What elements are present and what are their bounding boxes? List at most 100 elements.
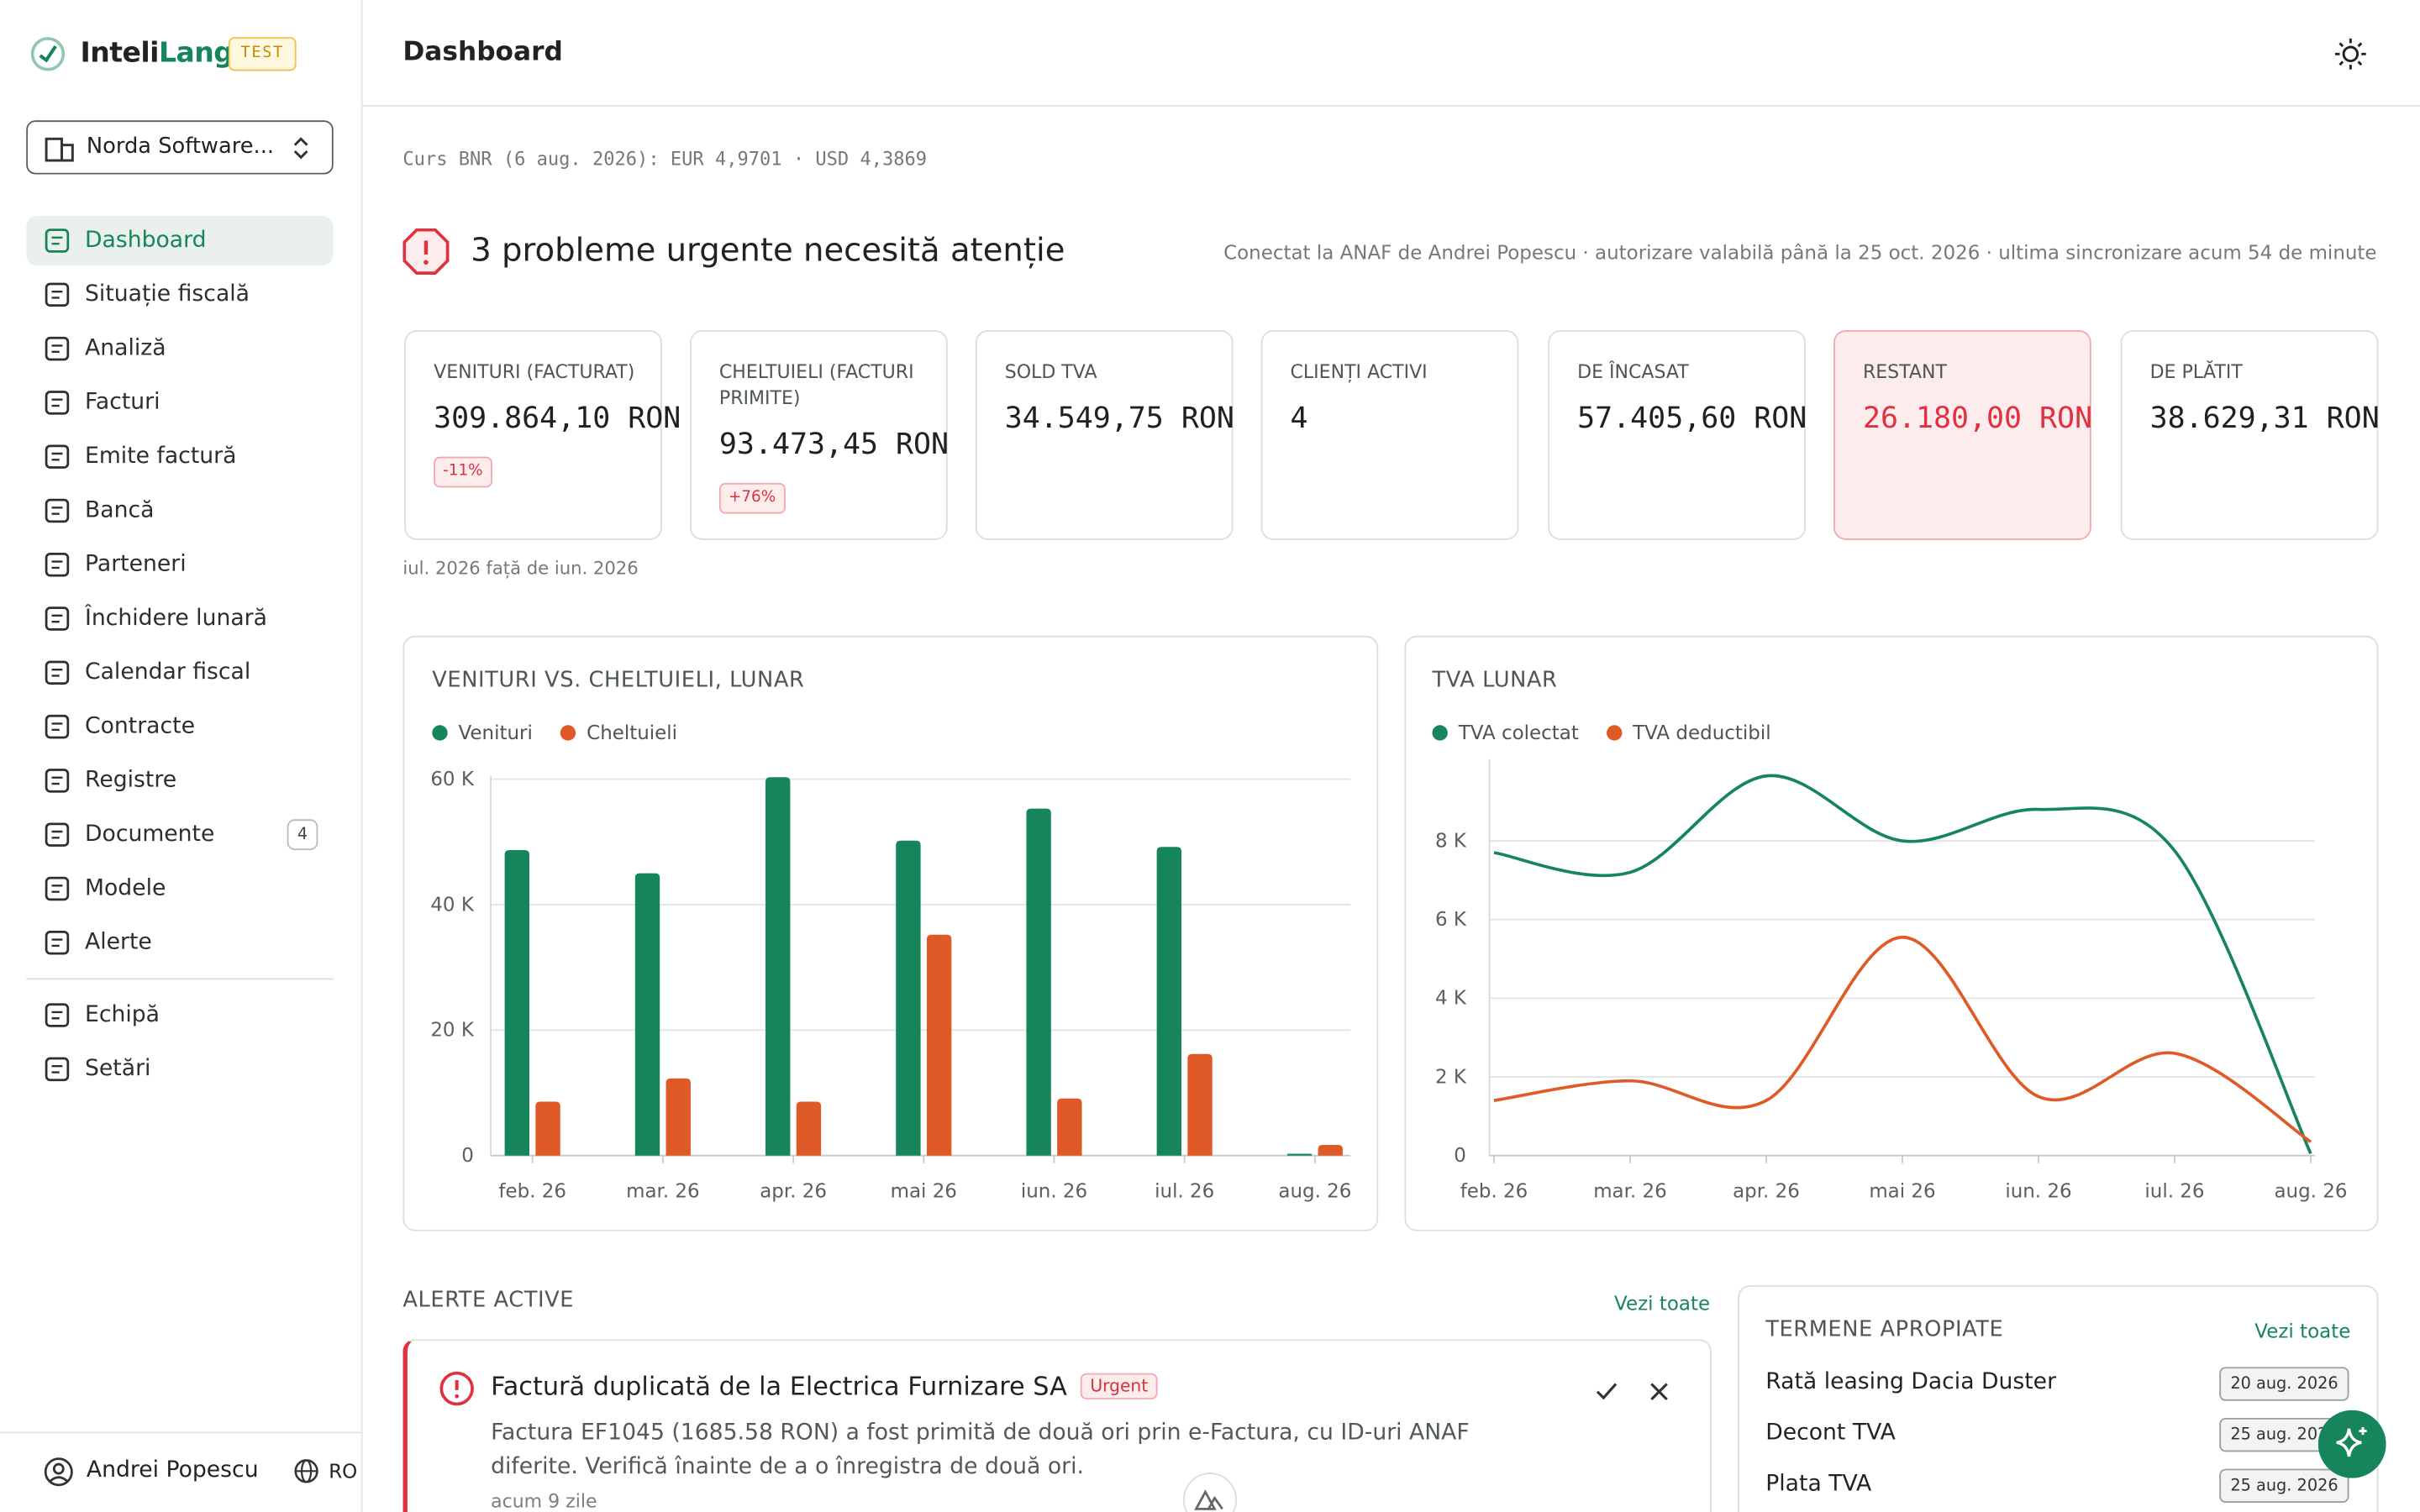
nav-badge: 4 [287, 819, 318, 851]
nav-icon [45, 660, 70, 685]
nav-label: Închidere lunară [85, 606, 267, 632]
nav-icon-shape [45, 606, 70, 631]
legend: Venituri Cheltuieli [432, 721, 677, 743]
kpi-card: CHELTUIELI (FACTURI PRIMITE) 93.473,45 RO… [690, 330, 950, 540]
nav-item[interactable]: Parteneri [26, 540, 334, 590]
nav-item[interactable]: Echipă [26, 990, 334, 1040]
nav-icon [45, 876, 70, 901]
nav-label: Calendar fiscal [85, 660, 251, 685]
nav-item[interactable]: Dashboard [26, 216, 334, 265]
separator [26, 978, 334, 980]
assistant-button[interactable] [2317, 1410, 2386, 1478]
nav-item[interactable]: Registre [26, 756, 334, 806]
nav-icon-shape [45, 714, 70, 739]
nav-icon-shape [45, 1003, 70, 1027]
user-name[interactable]: Andrei Popescu [86, 1457, 259, 1483]
kpi-label: SOLD TVA [1004, 360, 1097, 383]
kpi-value: 26.180,00 RON [1862, 401, 2093, 435]
deadline-label: Decont TVA [1765, 1420, 1896, 1446]
nav-item[interactable]: Calendar fiscal [26, 648, 334, 697]
nav-icon [45, 282, 70, 307]
deadline-label: Plata TVA [1765, 1472, 1872, 1497]
see-all[interactable]: Vezi toate [2254, 1319, 2351, 1342]
kpi-label: DE ÎNCASAT [1577, 360, 1689, 383]
nav-item[interactable]: Alerte [26, 918, 334, 968]
brand: InteliLang [81, 37, 234, 70]
nav-item[interactable]: Documente 4 [26, 810, 334, 859]
globe-icon [294, 1459, 318, 1483]
nav-item[interactable]: Setări [26, 1044, 334, 1094]
nav-item[interactable]: Închidere lunară [26, 594, 334, 643]
nav-item[interactable]: Facturi [26, 378, 334, 428]
deadlines-card: TERMENE APROPIATE Vezi toate Rată leasin… [1738, 1285, 2379, 1512]
kpi-card: DE ÎNCASAT 57.405,60 RON [1548, 330, 1807, 540]
nav-item[interactable]: Analiză [26, 324, 334, 374]
nav-icon [45, 606, 70, 631]
nav-label: Dashboard [85, 228, 207, 254]
nav-icon-shape [45, 282, 70, 307]
header: Dashboard [362, 0, 2420, 107]
nav-label: Emite factură [85, 444, 237, 470]
user-icon [44, 1457, 73, 1487]
nav-item[interactable]: Bancă [26, 486, 334, 536]
legend-label: TVA colectat [1458, 720, 1579, 744]
legend-item: Venituri [432, 721, 533, 743]
alert-tag: Urgent [1081, 1373, 1158, 1399]
legend-item: TVA colectat [1432, 720, 1579, 744]
chart-card: VENITURI VS. CHELTUIELI, LUNAR Venituri C… [402, 635, 1379, 1231]
theme-toggle[interactable] [2333, 37, 2367, 71]
nav-icon-shape [45, 876, 70, 901]
dismiss-close[interactable] [1645, 1378, 1673, 1405]
devtools-button[interactable] [1182, 1472, 1238, 1512]
nav-icon [45, 1003, 70, 1027]
nav-icon [45, 498, 70, 523]
nav-item[interactable]: Modele [26, 864, 334, 914]
nav-item[interactable]: Contracte [26, 702, 334, 752]
nav-label: Echipă [85, 1002, 160, 1028]
legend-swatch [432, 724, 448, 740]
nav-label: Documente [85, 822, 215, 848]
see-all[interactable]: Vezi toate [1614, 1291, 1711, 1315]
org-selector[interactable]: Norda Software... [26, 120, 334, 175]
nav-icon [45, 931, 70, 955]
nav-icon-shape [45, 660, 70, 685]
nav-label: Analiză [85, 336, 166, 361]
legend-item: TVA deductibil [1606, 721, 1771, 743]
alert-time: acum 9 zile [491, 1490, 597, 1512]
kpi-value: 4 [1290, 401, 1308, 435]
nav-icon-shape [45, 931, 70, 955]
deadline-date: 25 aug. 2026 [2219, 1468, 2349, 1503]
nav-icon [45, 769, 70, 793]
nav-label: Setări [85, 1057, 151, 1082]
nav-item[interactable]: Emite factură [26, 432, 334, 481]
nav-label: Facturi [85, 390, 160, 416]
nav-icon-shape [45, 769, 70, 793]
org-name: Norda Software... [86, 134, 275, 160]
nav-item[interactable]: Situație fiscală [26, 270, 334, 319]
nav-icon [45, 444, 70, 469]
kpi-label: DE PLĂTIT [2149, 360, 2243, 383]
chevron [293, 137, 308, 160]
kpi-label: CHELTUIELI (FACTURI PRIMITE) [718, 360, 914, 409]
legend-swatch [560, 724, 576, 740]
chart-title: TVA LUNAR [1432, 668, 1558, 693]
separator [0, 1431, 361, 1434]
alert-icon [439, 1371, 474, 1406]
nav-icon-shape [45, 498, 70, 523]
brand-end: Lang [158, 37, 234, 70]
dismiss-check[interactable] [1593, 1378, 1621, 1405]
kpi-label: RESTANT [1862, 360, 1947, 383]
urgent-heading: 3 probleme urgente necesită atenție [471, 231, 1065, 269]
nav-label: Contracte [85, 714, 195, 739]
nav-icon-shape [45, 336, 70, 361]
nav-label: Alerte [85, 930, 152, 955]
kpi-value: 34.549,75 RON [1004, 401, 1234, 435]
language[interactable]: RO [329, 1459, 358, 1483]
kpi-value: 93.473,45 RON [718, 427, 950, 462]
nav-label: Situație fiscală [85, 282, 250, 307]
deadline-date: 20 aug. 2026 [2219, 1367, 2349, 1401]
logo [30, 37, 66, 71]
alert-card: Factură duplicată de la Electrica Furniz… [402, 1339, 1712, 1512]
deadline-row: Decont TVA 25 aug. 2026 [1765, 1417, 2349, 1458]
nav-icon-shape [45, 228, 70, 253]
